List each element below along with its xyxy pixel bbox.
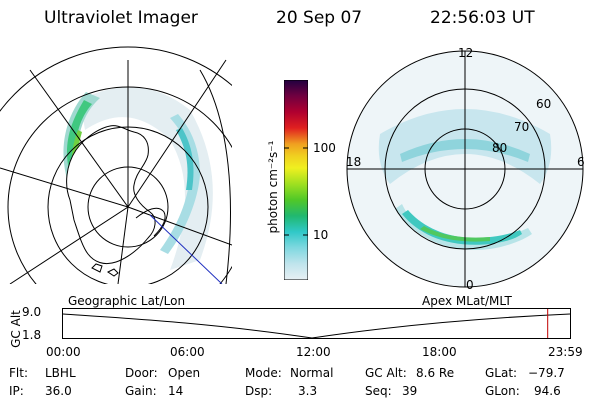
status-seq-label: Seq: — [365, 384, 392, 398]
status-flt-value: LBHL — [45, 366, 76, 380]
status-gcalt-label: GC Alt: — [365, 366, 407, 380]
status-dsp-value: 3.3 — [298, 384, 318, 398]
app-title: Ultraviolet Imager — [44, 8, 198, 28]
timeline-x-tick-1200: 12:00 — [296, 345, 331, 359]
mlt-label-noon: 12 — [458, 46, 474, 60]
status-ip-label: IP: — [9, 384, 24, 398]
status-glon-label: GLon: — [485, 384, 520, 398]
status-ip-value: 36.0 — [45, 384, 72, 398]
image-time: 22:56:03 UT — [430, 8, 535, 28]
timeline-y-axis-label: GC Alt — [9, 310, 23, 348]
status-mode-label: Mode: — [245, 366, 282, 380]
polar-mlt-plot — [346, 50, 584, 288]
mlt-label-midnight: 0 — [466, 278, 474, 292]
lat-label-80: 80 — [492, 141, 508, 155]
status-gain-label: Gain: — [125, 384, 157, 398]
timeline-x-tick-2359: 23:59 — [548, 345, 583, 359]
status-glon-value: 94.6 — [534, 384, 561, 398]
timeline-x-tick-1800: 18:00 — [422, 345, 457, 359]
status-glat-label: GLat: — [485, 366, 518, 380]
colorbar-tick-10: 10 — [313, 228, 329, 242]
timeline-x-tick-0000: 00:00 — [46, 345, 81, 359]
status-door-value: Open — [168, 366, 201, 380]
status-dsp-label: Dsp: — [245, 384, 273, 398]
lat-label-60: 60 — [536, 97, 552, 111]
status-glat-value: −79.7 — [528, 366, 565, 380]
colorbar-swatch — [284, 80, 308, 280]
timeline-right-title: Apex MLat/MLT — [422, 294, 512, 308]
status-seq-value: 39 — [402, 384, 418, 398]
status-door-label: Door: — [125, 366, 158, 380]
geographic-map-image — [0, 46, 232, 284]
timeline-x-tick-0600: 06:00 — [170, 345, 205, 359]
timeline-y-tick-bottom: 1.8 — [22, 328, 42, 342]
image-date: 20 Sep 07 — [276, 8, 363, 28]
mlt-label-dawn: 6 — [577, 155, 585, 169]
status-gain-value: 14 — [168, 384, 184, 398]
lat-label-70: 70 — [514, 120, 530, 134]
status-mode-value: Normal — [290, 366, 334, 380]
timeline-left-title: Geographic Lat/Lon — [68, 294, 186, 308]
colorbar-tick-100: 100 — [313, 141, 336, 155]
timeline-y-tick-top: 9.0 — [22, 305, 42, 319]
status-flt-label: Flt: — [9, 366, 28, 380]
status-gcalt-value: 8.6 Re — [416, 366, 455, 380]
orbit-timeline-plot — [62, 308, 571, 339]
colorbar-units-label: photon cm⁻²s⁻¹ — [266, 140, 280, 234]
mlt-label-dusk: 18 — [346, 155, 362, 169]
